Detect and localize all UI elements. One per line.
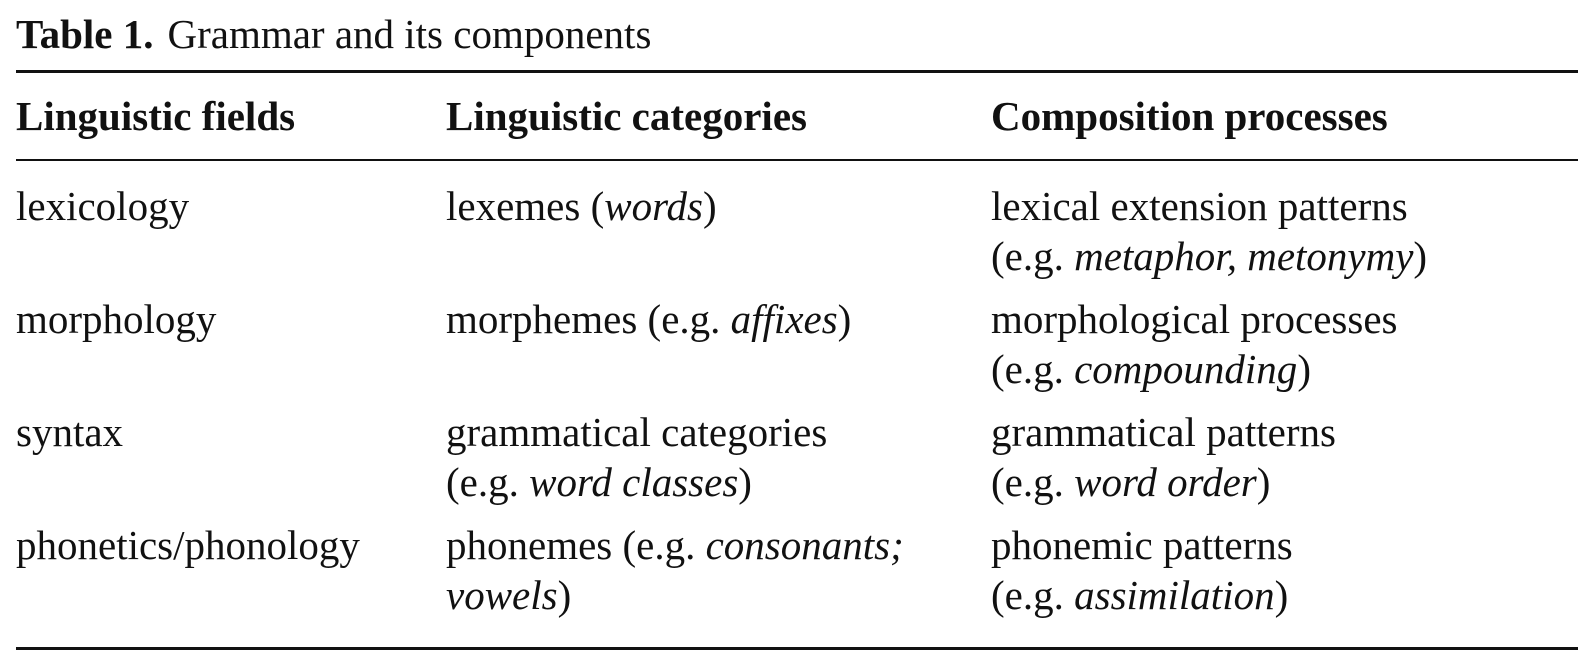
italic-example-text: consonants; [705,522,904,568]
table-bottom-rule [16,647,1578,650]
italic-example-text: words [604,183,703,229]
cell-text: lexemes ( [446,183,605,229]
cell-linguistic-category: lexemes (words) [446,161,991,294]
cell-text: ) [1413,233,1428,279]
table-header-rule [16,159,1578,161]
cell-text: (e.g. [991,572,1075,618]
cell-text: (e.g. [991,233,1075,279]
cell-text: morphemes (e.g. [446,296,731,342]
cell-linguistic-field: lexicology [16,183,190,229]
cell-text: ) [738,459,752,505]
cell-text: grammatical patterns [991,409,1336,455]
cell-linguistic-category: grammatical categories (e.g. word classes… [446,407,991,520]
table-row: syntax grammatical categories (e.g. word c… [16,407,1578,520]
cell-text: ) [1274,572,1289,618]
cell-text: grammatical categories [446,409,828,455]
cell-text: (e.g. [991,459,1075,505]
header-linguistic-fields: Linguistic fields [16,93,296,139]
header-linguistic-categories: Linguistic categories [446,93,807,139]
cell-text: ) [1297,346,1311,392]
cell-composition-process: grammatical patterns (e.g. word order) [991,407,1578,520]
table-caption-label: Table 1. [16,11,154,57]
table-row: lexicology lexemes (words) lexical extensi… [16,161,1578,294]
cell-text: ) [1256,459,1271,505]
table-header-row: Linguistic fields Linguistic categories … [16,73,1578,159]
cell-composition-process: morphological processes (e.g. compounding… [991,294,1578,407]
cell-linguistic-field: morphology [16,296,217,342]
cell-composition-process: phonemic patterns (e.g. assimilation) [991,520,1578,633]
cell-text: phonemic patterns [991,522,1293,568]
cell-linguistic-field: syntax [16,409,124,455]
cell-linguistic-category: morphemes (e.g. affixes) [446,294,991,407]
table-body: lexicology lexemes (words) lexical extensi… [16,161,1578,633]
italic-example-text: word order [1074,459,1257,505]
grammar-table: Linguistic fields Linguistic categories … [16,73,1578,633]
italic-example-text: assimilation [1074,572,1275,618]
header-composition-processes: Composition processes [991,93,1388,139]
cell-text: (e.g. [991,346,1075,392]
italic-example-text: vowels [446,572,558,618]
cell-composition-process: lexical extension patterns (e.g. metaphor… [991,161,1578,294]
italic-example-text: affixes [730,296,838,342]
table-row: morphology morphemes (e.g. affixes) morpho… [16,294,1578,407]
table-container: Table 1. Grammar and its components Lingu… [16,8,1578,650]
cell-text: ) [837,296,852,342]
cell-text: morphological processes [991,296,1398,342]
cell-text: ) [702,183,717,229]
table-caption: Table 1. Grammar and its components [16,8,1578,60]
cell-linguistic-category: phonemes (e.g. consonants; vowels) [446,520,991,633]
cell-text: ) [557,572,572,618]
table-caption-title: Grammar and its components [167,11,652,57]
cell-text: (e.g. [446,459,530,505]
cell-linguistic-field: phonetics/phonology [16,522,360,568]
table-top-rule [16,70,1578,73]
italic-example-text: metaphor, metonymy [1074,233,1414,279]
italic-example-text: word classes [529,459,739,505]
cell-text: lexical extension patterns [991,183,1408,229]
italic-example-text: compounding [1074,346,1298,392]
cell-text: phonemes (e.g. [446,522,706,568]
table-row: phonetics/phonology phonemes (e.g. conson… [16,520,1578,633]
